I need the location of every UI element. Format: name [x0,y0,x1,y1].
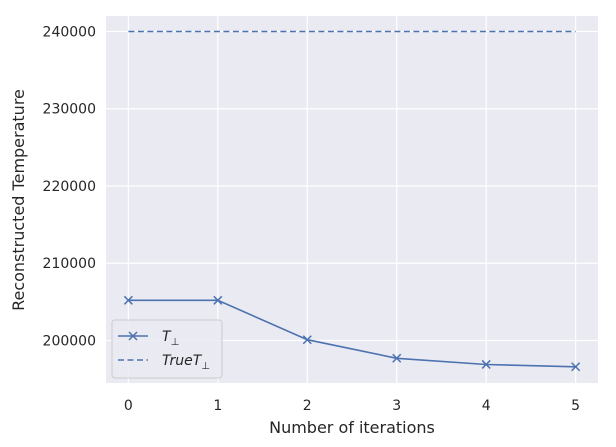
x-tick-label: 0 [124,398,133,414]
y-tick-label: 210000 [43,256,96,272]
legend-label-main: TrueT [162,353,203,369]
x-tick-label: 1 [213,398,222,414]
marker-stroke [302,335,312,345]
data-point [392,353,402,363]
marker-stroke [128,331,138,341]
legend-label-sub: ⊥ [171,337,180,348]
x-axis-label: Number of iterations [269,418,435,437]
data-point [213,295,223,305]
y-tick-label: 240000 [43,24,96,40]
legend-box [111,319,223,379]
legend: T⊥TrueT⊥ [111,319,223,379]
marker-stroke [123,295,133,305]
data-point [481,359,491,369]
y-axis-label: Reconstructed Temperature [9,89,28,311]
legend-label-main: T [162,329,172,345]
x-axis-ticks: 0 1 2 3 4 5 [124,398,580,414]
x-tick-label: 2 [303,398,312,414]
legend-label: T⊥ [162,329,179,348]
x-tick-label: 5 [571,398,580,414]
y-tick-label: 230000 [43,102,96,118]
x-tick-label: 4 [482,398,491,414]
x-tick-label: 3 [392,398,401,414]
y-axis-ticks: 200000 210000 220000 230000 240000 [43,24,96,349]
series-line-0 [128,299,576,368]
y-tick-label: 220000 [43,179,96,195]
marker-stroke [571,362,581,372]
y-tick-label: 200000 [43,334,96,350]
marker-stroke [392,353,402,363]
legend-marker [128,331,138,341]
series-layer [123,30,581,372]
data-point [571,362,581,372]
legend-label-sub: ⊥ [201,361,210,372]
data-point [123,295,133,305]
marker-stroke [481,359,491,369]
data-point [302,335,312,345]
legend-label: TrueT⊥ [162,353,210,372]
marker-stroke [213,295,223,305]
